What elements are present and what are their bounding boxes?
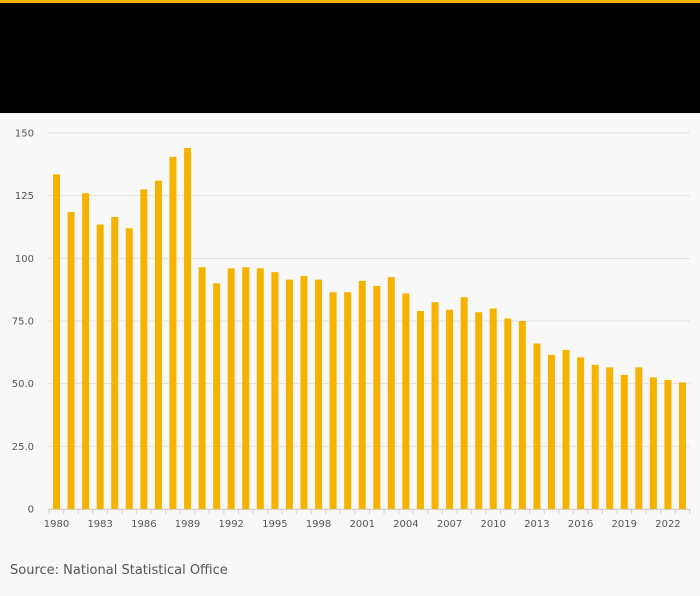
x-tick-label: 2007 [437, 519, 462, 530]
bar [679, 382, 686, 509]
x-tick-label: 2001 [349, 519, 374, 530]
x-tick-label: 1980 [44, 519, 69, 530]
y-tick-label: 150 [15, 129, 34, 140]
bar [620, 374, 628, 509]
x-tick-label: 1983 [87, 519, 112, 530]
x-tick-label: 2019 [612, 519, 637, 530]
y-tick-label: 50.0 [12, 379, 34, 390]
x-axis: 1980 1983 1986 1989 1992 1995 1998 2001 2004 2007… [44, 509, 691, 530]
x-tick-label: 1992 [218, 519, 243, 530]
bar [154, 180, 162, 510]
bar [329, 292, 337, 509]
x-tick-label: 1986 [131, 519, 156, 530]
bar [82, 193, 90, 509]
bar [475, 312, 483, 509]
header-band [0, 3, 700, 113]
bar [606, 367, 614, 509]
y-tick-label: 0 [28, 505, 34, 516]
bar [518, 321, 526, 509]
bar [271, 272, 279, 509]
bar [562, 349, 570, 509]
bar [664, 379, 672, 509]
bar [67, 211, 75, 509]
bars [53, 148, 686, 510]
bar [402, 293, 410, 509]
x-tick-label: 1995 [262, 519, 287, 530]
y-axis-ticks: 0 25.0 50.0 75.0 100 125 150 [12, 129, 34, 516]
x-tick-label: 1998 [306, 519, 331, 530]
bar [635, 367, 643, 509]
y-tick-label: 25.0 [12, 442, 34, 453]
x-tick-label: 2013 [524, 519, 549, 530]
bar [591, 364, 599, 509]
x-tick-label: 1989 [175, 519, 200, 530]
bar [256, 268, 264, 509]
accent-bar [0, 0, 700, 3]
bar [96, 224, 104, 509]
y-tick-label: 125 [15, 191, 34, 202]
bar [416, 310, 424, 509]
bar [285, 279, 293, 509]
bar [649, 377, 657, 509]
bar [504, 318, 512, 509]
chart-area: 0 25.0 50.0 75.0 100 125 150 1980 1983 1986 1989 1… [0, 113, 700, 553]
bar [213, 283, 221, 509]
bar [125, 228, 133, 509]
y-tick-label: 100 [15, 254, 34, 265]
bar [242, 267, 250, 509]
bar [227, 268, 235, 509]
bar [431, 302, 439, 509]
bar [373, 285, 381, 509]
bar [577, 357, 585, 509]
bar [184, 148, 192, 509]
bar [547, 354, 555, 509]
bar [53, 174, 60, 510]
x-tick-label: 2016 [568, 519, 593, 530]
x-tick-label: 2010 [481, 519, 506, 530]
bar [169, 156, 177, 509]
bar [300, 275, 308, 509]
bar [533, 343, 541, 509]
bar [358, 280, 366, 509]
source-note: Source: National Statistical Office [10, 563, 228, 578]
bar [315, 279, 323, 509]
bar [387, 277, 395, 509]
bar [344, 292, 352, 509]
x-tick-label: 2022 [655, 519, 680, 530]
y-tick-label: 75.0 [12, 317, 34, 328]
bar [446, 309, 454, 509]
bar [460, 297, 468, 509]
bar [111, 216, 119, 509]
bar [198, 267, 206, 509]
bar [489, 308, 497, 509]
x-tick-label: 2004 [393, 519, 418, 530]
bar [140, 189, 148, 509]
